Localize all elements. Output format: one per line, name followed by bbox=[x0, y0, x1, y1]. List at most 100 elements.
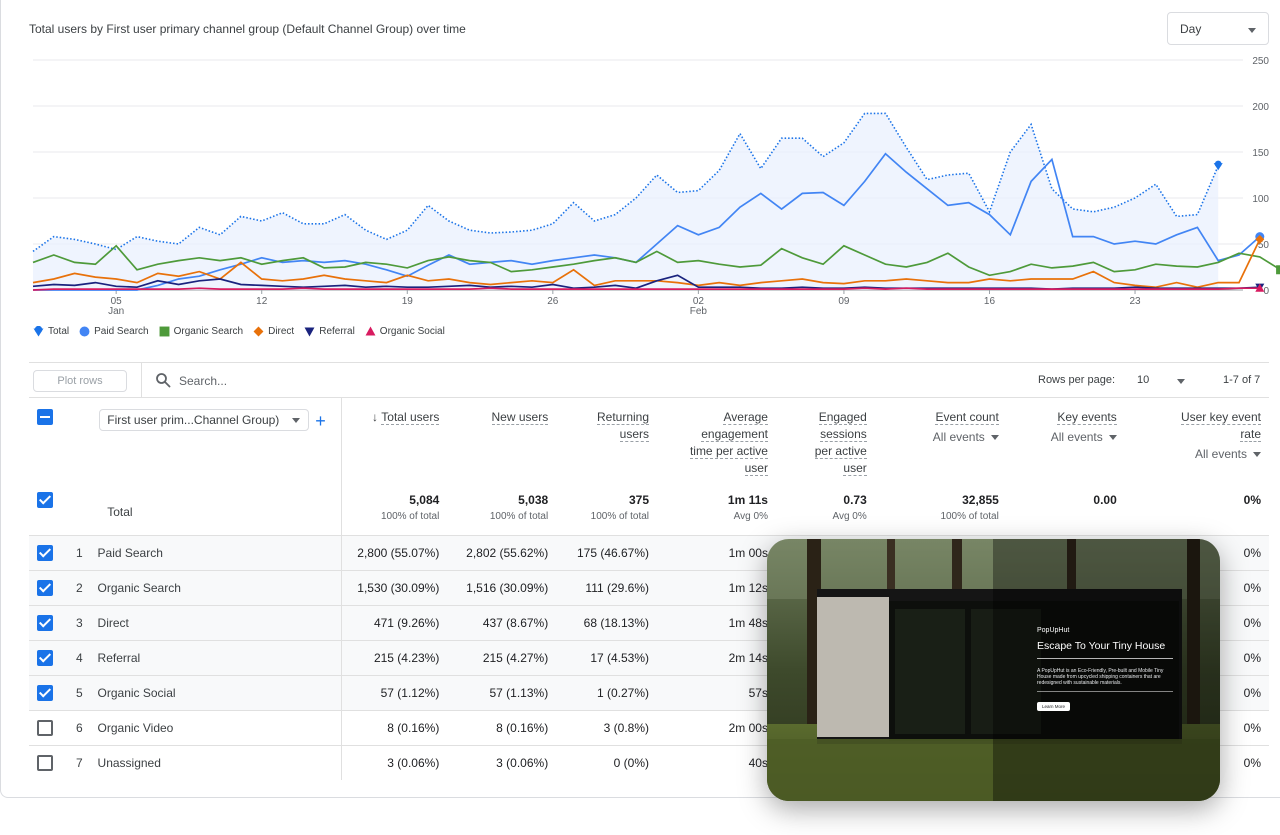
y-tick-label: 200 bbox=[1252, 102, 1269, 113]
chevron-down-icon bbox=[990, 435, 999, 441]
column-header-label: sessions bbox=[820, 427, 867, 442]
x-tick-label: 26 bbox=[547, 296, 559, 307]
metric-cell: 57 (1.12%) bbox=[341, 674, 448, 710]
series-line[interactable] bbox=[32, 239, 1261, 289]
row-channel-name[interactable]: Direct bbox=[97, 604, 342, 640]
granularity-dropdown[interactable]: Day bbox=[1167, 12, 1269, 45]
row-index: 6 bbox=[61, 709, 98, 745]
column-header[interactable]: Returning users bbox=[556, 398, 657, 490]
metric-cell: 1m 48s bbox=[657, 604, 776, 640]
column-header-label: user bbox=[843, 461, 867, 476]
add-dimension-icon[interactable]: + bbox=[315, 410, 326, 431]
metric-cell: 1m 12s bbox=[657, 569, 776, 605]
series-end-marker bbox=[1255, 234, 1265, 244]
metric-cell: 2m 14s bbox=[657, 639, 776, 675]
search-icon bbox=[156, 373, 171, 388]
legend-label: Referral bbox=[319, 326, 355, 337]
row-check-cell bbox=[29, 569, 62, 605]
column-header-label: rate bbox=[1240, 427, 1261, 442]
legend-item[interactable]: Direct bbox=[253, 326, 294, 337]
column-header[interactable]: Average engagement time per active user bbox=[657, 398, 776, 490]
column-header-label: user bbox=[744, 461, 768, 476]
row-checkbox[interactable] bbox=[37, 684, 54, 701]
dimension-dropdown[interactable]: First user prim...Channel Group) bbox=[99, 409, 310, 431]
y-tick-label: 250 bbox=[1252, 56, 1269, 67]
totals-cell: 1m 11s Avg 0% bbox=[657, 490, 776, 535]
y-tick-label: 50 bbox=[1258, 240, 1270, 251]
legend-label: Direct bbox=[268, 326, 295, 337]
metric-filter-dropdown[interactable]: All events bbox=[1051, 430, 1117, 444]
promo-description: A PopUpHut is an Eco-Friendly, Pre-built… bbox=[1037, 668, 1164, 686]
metric-cell: 111 (29.6%) bbox=[556, 569, 658, 605]
legend-item[interactable]: Organic Search bbox=[159, 326, 243, 337]
totals-share: Avg 0% bbox=[832, 511, 867, 522]
column-header[interactable]: New users bbox=[447, 398, 556, 490]
column-header-label: time per active bbox=[689, 444, 768, 459]
row-checkbox[interactable] bbox=[37, 754, 54, 771]
row-checkbox[interactable] bbox=[37, 719, 54, 736]
video-overlay[interactable]: PopUpHut Escape To Your Tiny House A Pop… bbox=[767, 539, 1220, 801]
totals-value: 0% bbox=[1243, 493, 1261, 507]
row-check-cell bbox=[29, 534, 62, 570]
sort-arrow-icon: ↓ bbox=[371, 410, 382, 424]
row-checkbox[interactable] bbox=[37, 579, 54, 596]
metric-cell: 17 (4.53%) bbox=[556, 639, 658, 675]
x-tick-label: 23 bbox=[1129, 296, 1141, 307]
metric-cell: 2,800 (55.07%) bbox=[341, 534, 448, 570]
row-checkbox[interactable] bbox=[37, 649, 54, 666]
legend-label: Organic Social bbox=[379, 326, 445, 337]
metric-filter-dropdown[interactable]: All events bbox=[1195, 447, 1261, 461]
column-header[interactable]: Engaged sessions per active user bbox=[776, 398, 875, 490]
totals-checkbox[interactable] bbox=[37, 492, 54, 508]
series-line[interactable] bbox=[32, 287, 1260, 291]
legend-item[interactable]: Organic Social bbox=[365, 326, 445, 337]
row-channel-name[interactable]: Unassigned bbox=[97, 744, 342, 780]
row-channel-name[interactable]: Organic Video bbox=[97, 709, 342, 745]
row-channel-name[interactable]: Paid Search bbox=[97, 534, 342, 570]
row-check-cell bbox=[29, 709, 62, 745]
series-line[interactable] bbox=[32, 112, 1219, 253]
row-index: 7 bbox=[61, 744, 98, 780]
metric-cell: 40s bbox=[657, 744, 776, 780]
series-line[interactable] bbox=[32, 244, 1280, 277]
legend-item[interactable]: Referral bbox=[304, 326, 355, 337]
y-tick-label: 0 bbox=[1263, 286, 1269, 297]
metric-filter-label: All events bbox=[932, 430, 985, 444]
select-all-cell bbox=[29, 398, 61, 490]
legend-marker-icon bbox=[304, 327, 315, 337]
totals-cell: 375 100% of total bbox=[556, 490, 657, 535]
row-check-cell bbox=[29, 604, 62, 640]
row-index: 3 bbox=[61, 604, 98, 640]
search-input[interactable] bbox=[179, 371, 379, 391]
learn-more-button[interactable]: Learn More bbox=[1037, 702, 1071, 711]
row-checkbox[interactable] bbox=[37, 614, 54, 631]
legend-marker-icon bbox=[79, 326, 90, 337]
legend-label: Paid Search bbox=[94, 326, 149, 337]
metric-filter-dropdown[interactable]: All events bbox=[933, 430, 999, 444]
select-all-checkbox[interactable] bbox=[37, 409, 54, 425]
legend-marker-icon bbox=[365, 326, 376, 336]
x-tick-label: 09 bbox=[838, 296, 850, 307]
rows-per-page-select[interactable]: 10 bbox=[1137, 374, 1150, 386]
chart-legend: Total Paid Search Organic Search Direct Refe… bbox=[33, 326, 445, 337]
metric-filter-label: All events bbox=[1050, 430, 1103, 444]
x-tick-month: Feb bbox=[690, 306, 708, 317]
column-header[interactable]: Event count All events bbox=[875, 398, 1007, 490]
x-tick-label: 19 bbox=[402, 296, 414, 307]
dimension-header: First user prim...Channel Group) + bbox=[61, 398, 342, 490]
metric-cell: 437 (8.67%) bbox=[447, 604, 557, 640]
column-header[interactable]: Key events All events bbox=[1007, 398, 1125, 490]
totals-share: 100% of total bbox=[380, 511, 440, 522]
metric-filter-label: All events bbox=[1194, 447, 1247, 461]
row-channel-name[interactable]: Referral bbox=[97, 639, 342, 675]
column-header[interactable]: User key event rate All events bbox=[1125, 398, 1269, 490]
row-checkbox[interactable] bbox=[37, 544, 54, 561]
legend-item[interactable]: Paid Search bbox=[79, 326, 149, 337]
column-header[interactable]: ↓ Total users bbox=[341, 398, 447, 490]
row-channel-name[interactable]: Organic Search bbox=[97, 569, 342, 605]
legend-item[interactable]: Total bbox=[33, 326, 69, 337]
plot-rows-button[interactable]: Plot rows bbox=[33, 370, 127, 392]
promo-divider bbox=[1037, 658, 1173, 659]
chevron-down-icon[interactable] bbox=[1177, 379, 1185, 384]
row-channel-name[interactable]: Organic Social bbox=[97, 674, 342, 710]
